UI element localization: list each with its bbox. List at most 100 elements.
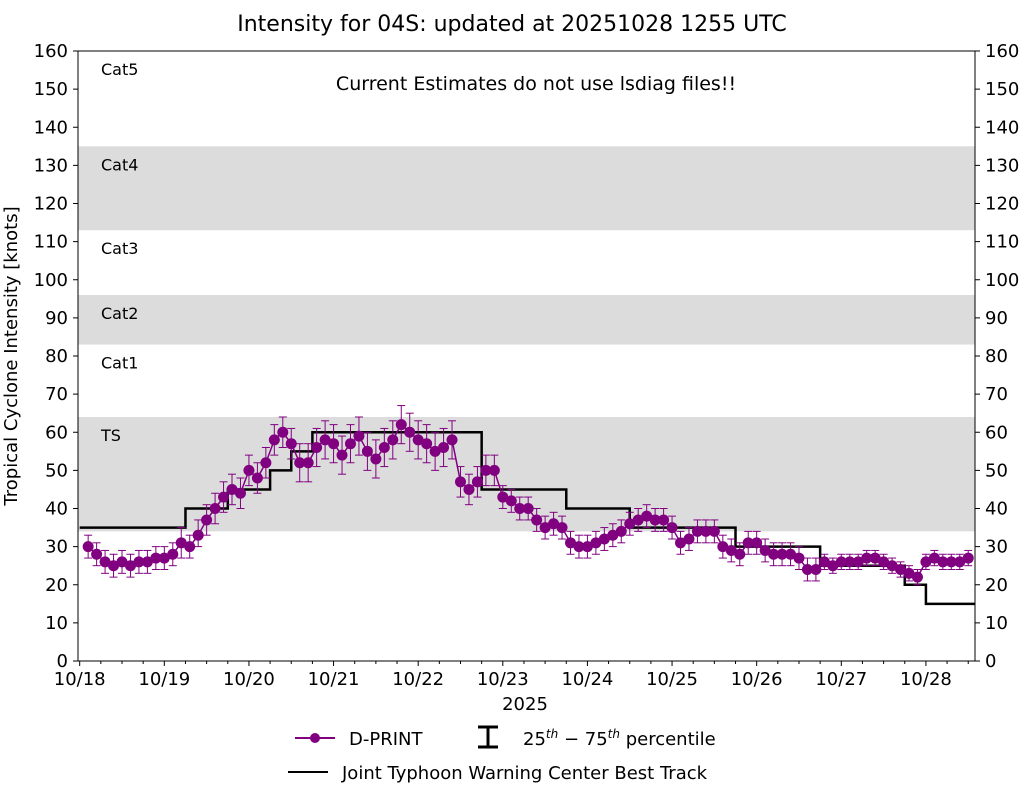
x-tick-label: 10/22: [392, 669, 444, 690]
band-label-cat5: Cat5: [101, 60, 138, 79]
dprint-marker: [234, 487, 246, 499]
dprint-marker: [268, 434, 280, 446]
dprint-marker: [878, 556, 890, 568]
band-label-cat3: Cat3: [101, 239, 138, 258]
dprint-marker: [700, 525, 712, 537]
dprint-marker: [158, 552, 170, 564]
category-band-labels: TS Cat1 Cat2 Cat3 Cat4 Cat5: [100, 60, 138, 445]
dprint-marker: [717, 541, 729, 553]
y-tick-label: 130: [34, 155, 68, 176]
dprint-marker: [514, 503, 526, 514]
dprint-marker: [294, 457, 306, 469]
dprint-marker: [598, 533, 610, 545]
band-label-cat2: Cat2: [101, 304, 138, 323]
band-cat4: [78, 146, 975, 231]
x-tick-label: 10/25: [646, 669, 698, 690]
dprint-marker: [226, 483, 238, 495]
x-tick-label: 10/18: [54, 669, 106, 690]
y-tick-label: 10: [45, 613, 68, 634]
y-tick-label-right: 140: [985, 117, 1019, 138]
y-tick-label-right: 90: [985, 308, 1008, 329]
dprint-marker: [658, 514, 670, 526]
x-tick-label: 10/23: [477, 669, 529, 690]
dprint-marker: [480, 464, 492, 476]
dprint-marker: [302, 457, 314, 469]
y-tick-label: 0: [57, 651, 68, 672]
dprint-marker: [108, 560, 120, 572]
legend-dprint-marker: [310, 733, 320, 743]
dprint-marker: [505, 495, 517, 507]
dprint-marker: [471, 476, 483, 488]
y-tick-label-right: 110: [985, 232, 1019, 253]
dprint-marker: [463, 483, 475, 495]
dprint-marker: [886, 560, 898, 572]
y-tick-label-right: 10: [985, 613, 1008, 634]
dprint-marker: [852, 556, 864, 568]
x-tick-label: 10/21: [308, 669, 360, 690]
dprint-marker: [768, 548, 780, 560]
dprint-marker: [319, 434, 331, 446]
dprint-marker: [945, 556, 957, 568]
band-cat2: [78, 295, 975, 345]
dprint-marker: [531, 514, 543, 526]
dprint-marker: [251, 472, 263, 484]
dprint-marker: [243, 464, 255, 476]
dprint-marker: [937, 556, 949, 568]
y-tick-label-right: 50: [985, 460, 1008, 481]
dprint-marker: [395, 419, 407, 431]
dprint-marker: [683, 533, 695, 545]
dprint-marker: [361, 445, 373, 457]
dprint-marker: [818, 556, 830, 568]
y-tick-label-right: 150: [985, 79, 1019, 100]
dprint-series: [82, 405, 974, 586]
y-tick-label-right: 20: [985, 575, 1008, 596]
legend-best-track-label: Joint Typhoon Warning Center Best Track: [341, 763, 708, 784]
y-tick-label-right: 40: [985, 499, 1008, 520]
y-tick-label: 40: [45, 499, 68, 520]
dprint-marker: [404, 426, 416, 438]
y-axis-label: Tropical Cyclone Intensity [knots]: [1, 206, 22, 506]
dprint-marker: [666, 522, 678, 534]
dprint-marker: [641, 510, 653, 522]
dprint-marker: [412, 434, 424, 446]
x-tick-label: 10/20: [223, 669, 275, 690]
y-tick-label: 100: [34, 270, 68, 291]
dprint-marker: [446, 434, 458, 446]
dprint-marker: [590, 537, 602, 549]
dprint-marker: [454, 476, 466, 488]
dprint-marker: [539, 522, 551, 534]
y-tick-label-right: 120: [985, 194, 1019, 215]
dprint-marker: [285, 438, 297, 450]
dprint-marker: [607, 529, 619, 541]
dprint-marker: [370, 453, 382, 465]
dprint-marker: [133, 556, 145, 568]
dprint-marker: [776, 548, 788, 560]
dprint-marker: [141, 556, 153, 568]
x-tick-label: 10/19: [138, 669, 190, 690]
dprint-marker: [556, 522, 568, 534]
x-tick-label: 10/24: [561, 669, 613, 690]
band-label-ts: TS: [100, 426, 121, 445]
dprint-marker: [260, 457, 272, 469]
dprint-marker: [954, 556, 966, 568]
dprint-marker: [311, 442, 323, 453]
dprint-marker: [548, 518, 560, 530]
dprint-marker: [522, 503, 534, 514]
dprint-marker: [844, 556, 856, 568]
right-y-axis: 0 10 20 30 40 50 60 70 80 90 100 110 120 130 140 150 160: [975, 41, 1019, 672]
y-tick-label: 150: [34, 79, 68, 100]
y-tick-label-right: 60: [985, 422, 1008, 443]
x-tick-label: 10/28: [900, 669, 952, 690]
dprint-marker: [573, 541, 585, 553]
y-tick-label: 140: [34, 117, 68, 138]
dprint-marker: [328, 438, 340, 450]
dprint-marker: [82, 541, 94, 553]
dprint-marker: [903, 567, 915, 579]
y-tick-label: 120: [34, 194, 68, 215]
y-tick-label: 90: [45, 308, 68, 329]
dprint-marker: [691, 525, 703, 537]
dprint-marker: [962, 552, 974, 564]
x-tick-label: 10/27: [815, 669, 867, 690]
legend-percentile-label: 25th − 75th percentile: [523, 727, 716, 750]
